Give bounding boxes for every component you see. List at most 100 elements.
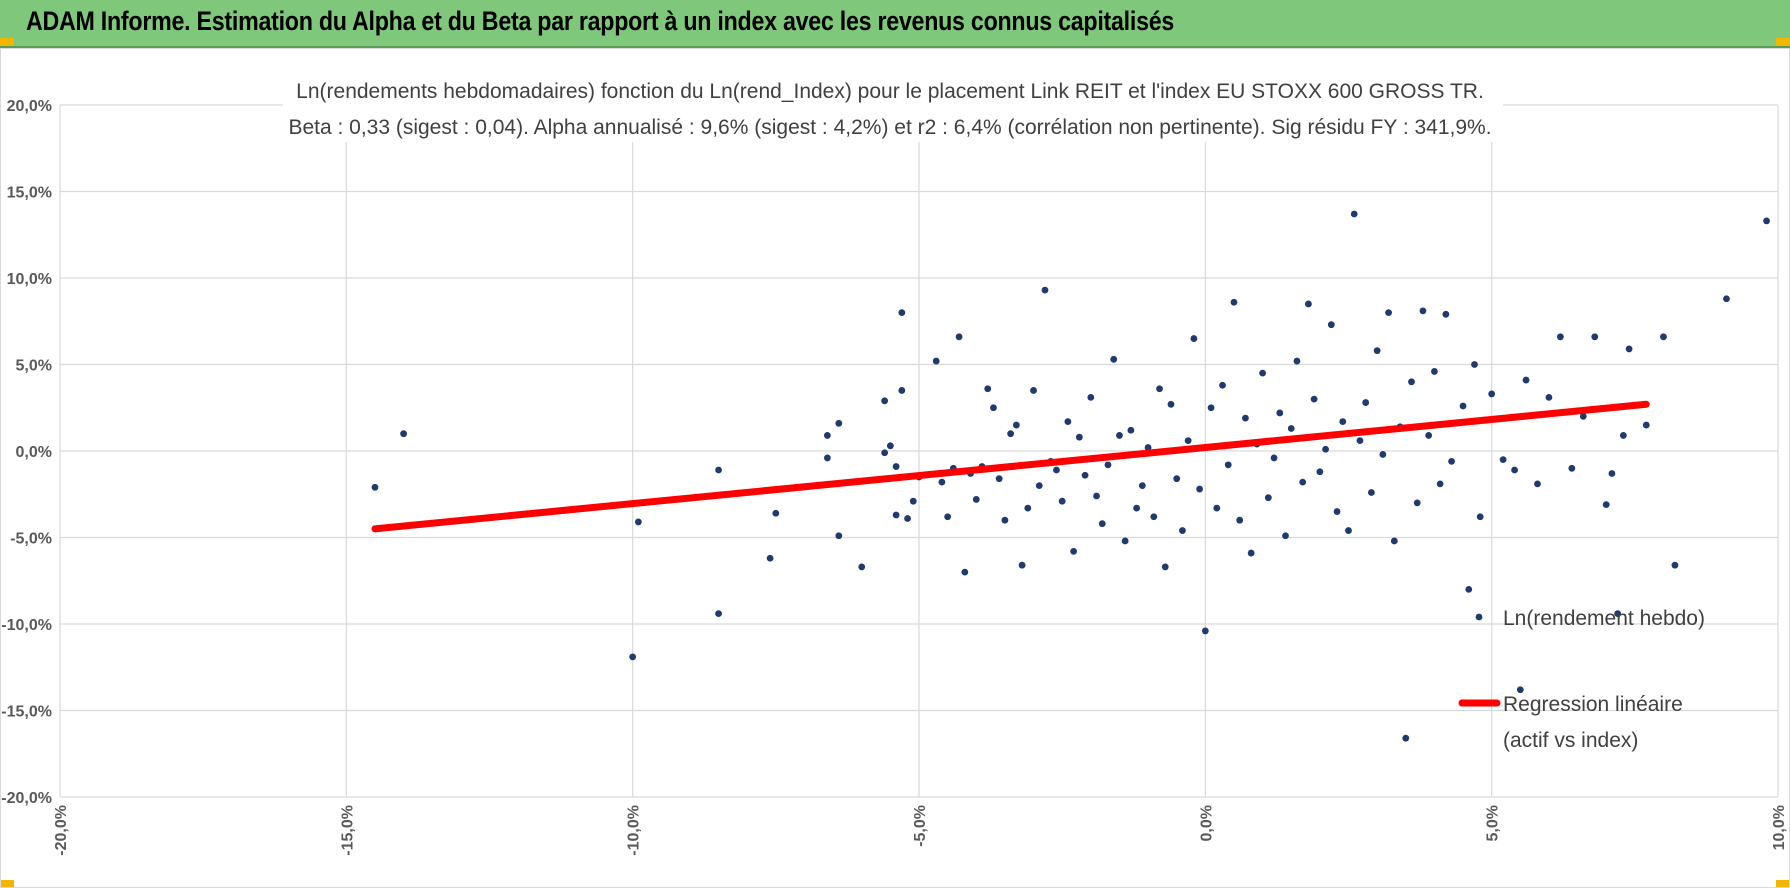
scatter-point [881, 397, 889, 405]
scatter-point [1230, 298, 1238, 306]
corner-marker [1776, 880, 1790, 888]
scatter-point [995, 475, 1003, 483]
scatter-point [629, 653, 637, 661]
scatter-point [1264, 494, 1272, 502]
y-tick-label: 5,0% [16, 358, 52, 375]
scatter-point [1402, 734, 1410, 742]
scatter-point [1270, 454, 1278, 462]
scatter-point [1448, 457, 1455, 465]
scatter-point [1419, 307, 1427, 315]
corner-marker [0, 38, 14, 46]
scatter-point [1242, 414, 1249, 422]
scatter-point [1488, 390, 1496, 398]
scatter-point [1602, 501, 1610, 509]
scatter-point [1213, 504, 1221, 512]
scatter-point [904, 515, 911, 522]
scatter-point [1436, 480, 1444, 488]
scatter-point [1282, 532, 1289, 540]
scatter-point [990, 404, 997, 412]
scatter-point [1081, 471, 1089, 479]
scatter-point [1459, 402, 1467, 410]
scatter-point [1516, 686, 1524, 694]
scatter-point [715, 466, 722, 474]
scatter-point [1579, 413, 1587, 420]
scatter-point [1373, 347, 1381, 355]
scatter-point [1465, 586, 1473, 593]
scatter-point [898, 387, 906, 394]
scatter-point [1390, 537, 1398, 545]
scatter-point [892, 463, 900, 470]
scatter-point [1408, 378, 1415, 386]
scatter-point [1305, 300, 1312, 308]
scatter-point [932, 357, 940, 365]
scatter-point [1356, 437, 1364, 445]
x-tick-label: 10,0% [1771, 805, 1788, 850]
scatter-point [1310, 395, 1318, 403]
y-axis: 20,0% 15,0% 10,0% 5,0% 0,0% -5,0% -10,0% -15,0%… [1, 98, 52, 807]
scatter-point [1058, 497, 1066, 505]
x-tick-label: 0,0% [1198, 805, 1215, 841]
scatter-point [1041, 286, 1049, 294]
scatter-point [1196, 485, 1204, 493]
scatter-point [772, 509, 780, 517]
scatter-point [823, 454, 831, 462]
scatter-point [1276, 409, 1284, 417]
scatter-point [1093, 492, 1100, 500]
chart-title-line1: Ln(rendements hebdomadaires) fonction du… [296, 80, 1484, 103]
scatter-point [944, 513, 952, 521]
y-tick-label: -15,0% [1, 704, 52, 721]
scatter-points [371, 210, 1770, 742]
scatter-point [984, 385, 992, 393]
scatter-point [1385, 309, 1392, 316]
scatter-point [1150, 513, 1158, 521]
page-title: ADAM Informe. Estimation du Alpha et du … [26, 6, 1175, 36]
scatter-point [1207, 404, 1215, 412]
scatter-point [371, 483, 379, 491]
regression-line [371, 400, 1650, 533]
scatter-point [881, 449, 889, 457]
scatter-point [1236, 516, 1244, 524]
scatter-point [1173, 475, 1181, 483]
scatter-point [634, 518, 642, 526]
scatter-point [1144, 444, 1152, 451]
scatter-point [1133, 504, 1141, 512]
scatter-point [1098, 520, 1106, 528]
scatter-point [1116, 432, 1123, 439]
scatter-point [400, 430, 407, 438]
scatter-point [1030, 387, 1037, 394]
y-tick-label: -10,0% [1, 617, 52, 634]
scatter-point [1625, 345, 1633, 353]
scatter-point [1001, 516, 1009, 524]
scatter-point [1534, 480, 1541, 488]
scatter-point [835, 532, 843, 540]
x-tick-label: -5,0% [912, 805, 929, 847]
scatter-point [1201, 627, 1209, 635]
x-axis: -20,0% -15,0% -10,0% -5,0% 0,0% 5,0% 10,0% [53, 805, 1788, 856]
scatter-point [1064, 418, 1072, 425]
scatter-point [1723, 295, 1730, 303]
scatter-point [1545, 393, 1553, 401]
scatter-point [1259, 369, 1266, 377]
scatter-point [1316, 468, 1324, 476]
scatter-point [1608, 470, 1616, 477]
scatter-point [1442, 310, 1450, 318]
scatter-point [1591, 333, 1599, 341]
scatter-point [1070, 547, 1078, 555]
scatter-point [1075, 433, 1083, 441]
scatter-point [1167, 400, 1175, 408]
legend-label: Regression linéaire [1503, 693, 1683, 716]
scatter-point [898, 309, 906, 316]
scatter-point [1614, 610, 1622, 618]
x-tick-label: -15,0% [339, 805, 356, 856]
scatter-point [1138, 482, 1146, 489]
y-tick-label: -5,0% [10, 531, 52, 548]
scatter-point [1431, 368, 1438, 375]
scatter-point [1190, 335, 1198, 342]
scatter-point [1556, 333, 1564, 341]
scatter-point [1425, 432, 1433, 439]
scatter-point [835, 419, 843, 427]
legend-label: (actif vs index) [1503, 729, 1638, 752]
scatter-point [1053, 466, 1060, 474]
scatter-point [1322, 445, 1329, 453]
corner-marker [1776, 38, 1790, 46]
